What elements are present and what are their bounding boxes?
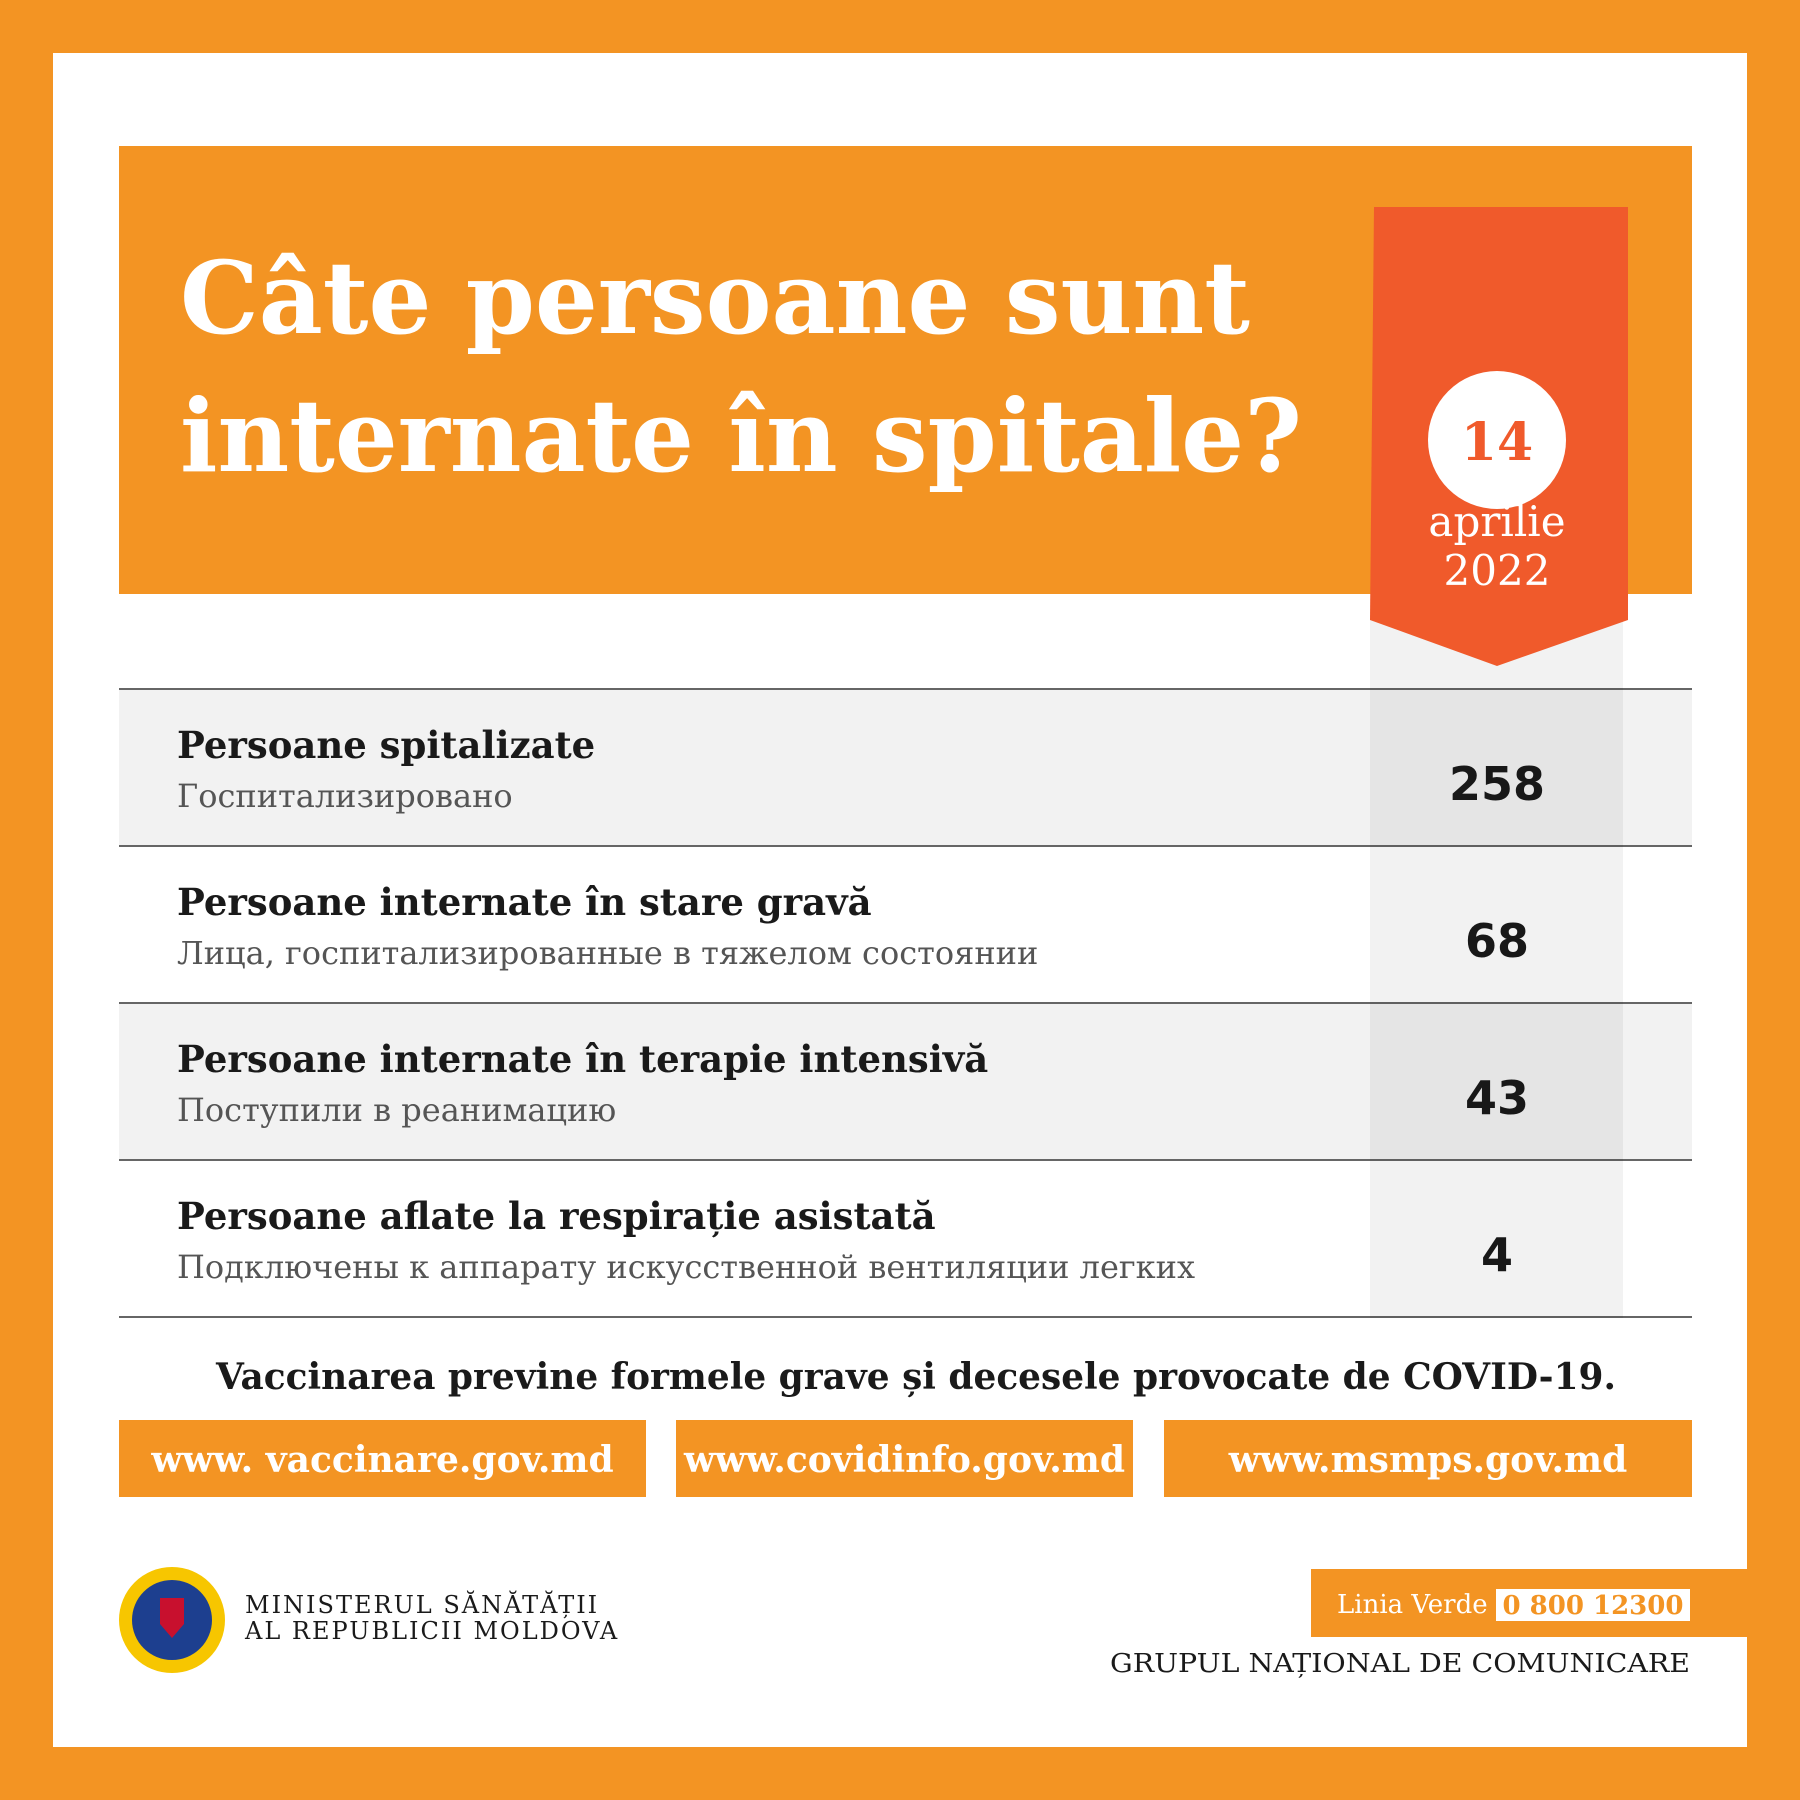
slogan: Vaccinarea previne formele grave și dece… — [215, 1356, 1616, 1398]
ministry-line: MINISTERUL SĂNĂTĂȚII — [245, 1590, 599, 1619]
date-year: 2022 — [1444, 546, 1551, 595]
group-name: GRUPUL NAȚIONAL DE COMUNICARE — [1110, 1649, 1690, 1679]
date-month: aprilie — [1428, 497, 1565, 546]
row-label: Persoane internate în stare gravă — [177, 880, 872, 924]
row-sublabel: Поступили в реанимацию — [177, 1091, 616, 1129]
link: www.covidinfo.gov.md — [683, 1439, 1125, 1481]
row-sublabel: Подключены к аппарату искусственной вент… — [177, 1248, 1195, 1286]
row-label: Persoane aflate la respirație asistată — [177, 1194, 936, 1238]
row-sublabel: Лица, госпитализированные в тяжелом сост… — [177, 934, 1038, 972]
value-column — [1370, 620, 1623, 1318]
row-background — [119, 1003, 1692, 1160]
link-box — [1164, 1420, 1692, 1497]
hotline-number-box — [1496, 1589, 1690, 1621]
row-value: 43 — [1465, 1071, 1529, 1125]
row-background — [119, 689, 1692, 846]
link-box — [119, 1420, 646, 1497]
link: www. vaccinare.gov.md — [150, 1439, 613, 1481]
hotline-number: 0 800 12300 — [1503, 1591, 1684, 1621]
date-day: 14 — [1461, 412, 1533, 473]
row-label: Persoane internate în terapie intensivă — [177, 1037, 988, 1081]
row-value: 4 — [1481, 1228, 1513, 1282]
row-label: Persoane spitalizate — [177, 723, 595, 767]
link: www.msmps.gov.md — [1228, 1439, 1628, 1481]
ministry-line: AL REPUBLICII MOLDOVA — [244, 1617, 619, 1645]
link-box — [676, 1420, 1133, 1497]
emblem-shield — [160, 1598, 184, 1638]
row-value: 258 — [1449, 757, 1545, 811]
hotline-label: Linia Verde — [1337, 1590, 1488, 1620]
title-line: internate în spitale? — [180, 377, 1302, 495]
row-value: 68 — [1465, 914, 1529, 968]
title-line: Câte persoane sunt — [180, 239, 1250, 357]
date-circle — [1428, 371, 1566, 509]
row-sublabel: Госпитализировано — [177, 777, 513, 815]
